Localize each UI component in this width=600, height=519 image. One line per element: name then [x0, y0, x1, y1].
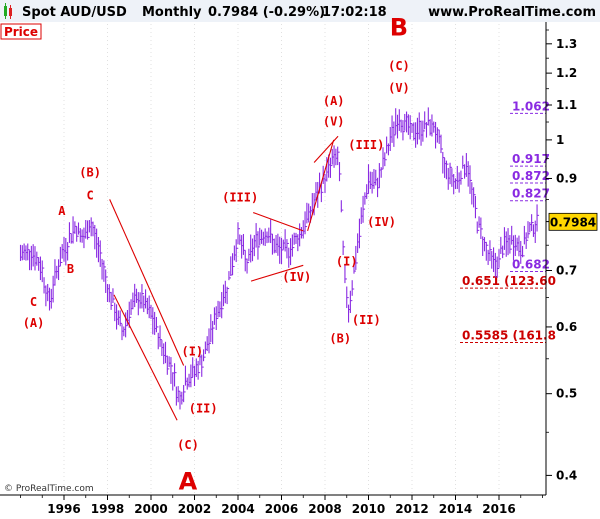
grid-layer: [63, 24, 500, 495]
x-tick-label: 2000: [134, 502, 167, 516]
wave-label: A: [58, 204, 66, 218]
wave-label: (IV): [282, 270, 311, 284]
fib-level-label: 0.682: [512, 258, 550, 272]
header-time: 17:02:18: [322, 5, 387, 20]
wave-label: (IV): [367, 215, 396, 229]
y-tick-label: 1.2: [556, 66, 577, 80]
fib-level-label: 0.651 (123.60: [462, 274, 556, 288]
fib-levels-layer: 1.062 0.917 0.872 0.827 0.682 0.651 (123.60 0.…: [460, 99, 556, 344]
big-wave-label: B: [390, 13, 408, 41]
header-bar: [0, 0, 600, 22]
x-tick-label: 2002: [178, 502, 211, 516]
x-axis-ticks: 1996 1998 2000 2002 2004 2006 2008 2010 2012 2014…: [20, 495, 543, 516]
wave-label: (V): [323, 115, 345, 129]
big-wave-label: A: [179, 467, 198, 495]
wave-label: (III): [222, 191, 258, 205]
header-period: Monthly: [142, 5, 202, 20]
copyright-text: © ProRealTime.com: [4, 484, 94, 494]
x-tick-label: 2016: [482, 502, 515, 516]
wave-label: (I): [181, 344, 203, 358]
wave-labels-layer: C(A)AB(B)C(I)(II)(C)(III)(IV)(A)(V)(III)…: [23, 59, 410, 452]
fib-level-label: 0.827: [512, 187, 550, 201]
x-tick-label: 2004: [221, 502, 254, 516]
y-tick-label: 0.6: [556, 320, 577, 334]
wave-label: (I): [336, 254, 358, 268]
wave-label: (B): [79, 165, 101, 179]
trendline: [109, 199, 185, 366]
header-site: www.ProRealTime.com: [428, 5, 596, 20]
fib-level-label: 1.062: [512, 99, 550, 113]
x-tick-label: 2010: [352, 502, 385, 516]
wave-label: (C): [177, 438, 199, 452]
y-tick-label: 1: [556, 133, 564, 147]
header-quote: 0.7984 (-0.29%): [208, 5, 325, 20]
trendline: [307, 139, 335, 232]
y-tick-label: 1.1: [556, 98, 577, 112]
price-bars-layer: [19, 107, 540, 410]
wave-label: (B): [329, 332, 351, 346]
last-price-label: 0.7984: [550, 215, 596, 229]
x-tick-label: 1998: [91, 502, 124, 516]
last-price-box: [548, 212, 598, 231]
big-labels-layer: BA: [179, 13, 408, 495]
wave-label: (II): [352, 313, 381, 327]
wave-label: (A): [23, 316, 45, 330]
wave-label: C: [30, 295, 37, 309]
y-tick-label: 0.4: [556, 468, 577, 482]
fib-level-label: 0.872: [512, 169, 550, 183]
fib-level-label: 0.5585 (161.8: [462, 329, 556, 343]
trendline: [250, 264, 304, 282]
y-tick-label: 0.5: [556, 387, 577, 401]
price-tag-box[interactable]: [0, 23, 42, 40]
x-tick-label: 1996: [47, 502, 80, 516]
x-tick-label: 2006: [265, 502, 298, 516]
x-tick-label: 2012: [395, 502, 428, 516]
wave-label: (C): [388, 59, 410, 73]
trendline: [313, 135, 339, 163]
y-tick-label: 0.7: [556, 263, 577, 277]
y-tick-label: 0.9: [556, 171, 577, 185]
wave-label: (II): [189, 401, 218, 415]
trendlines-layer: [109, 135, 339, 421]
y-axis-ticks: 0.40.50.60.70.80.911.11.21.3: [546, 29, 577, 482]
wave-label: (III): [348, 138, 384, 152]
last-price-marker: 0.7984: [548, 212, 598, 231]
wave-label: (V): [388, 81, 410, 95]
header-symbol: Spot AUD/USD: [22, 5, 127, 20]
wave-label: C: [86, 188, 93, 202]
candle-icon: [4, 3, 12, 19]
x-tick-label: 2014: [439, 502, 472, 516]
x-tick-label: 2008: [308, 502, 341, 516]
y-tick-label: 1.3: [556, 37, 577, 51]
wave-label: (A): [323, 94, 345, 108]
trendline: [113, 294, 178, 421]
wave-label: B: [67, 262, 74, 276]
fib-level-label: 0.917: [512, 152, 550, 166]
trendline: [253, 212, 304, 232]
price-tag-label: Price: [4, 25, 38, 39]
